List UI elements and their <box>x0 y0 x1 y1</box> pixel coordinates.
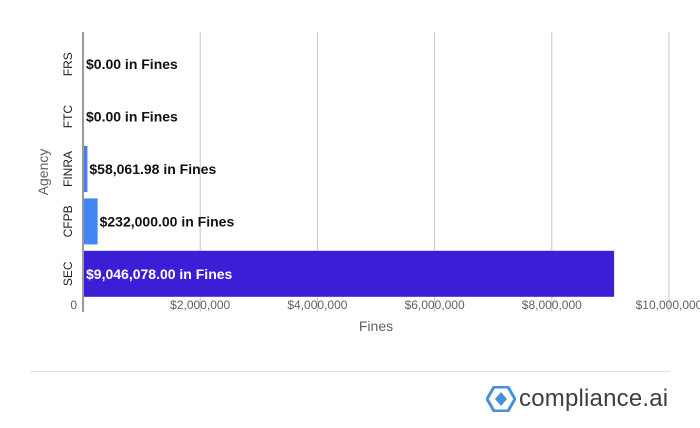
bars <box>84 146 615 297</box>
category-labels: FRS FTC FINRA CFPB SEC <box>61 52 75 286</box>
x-axis-ticks: 0 $2,000,000 $4,000,000 $6,000,000 $8,000,00… <box>70 298 700 312</box>
data-labels: $0.00 in Fines $0.00 in Fines $58,061.98 i… <box>86 56 234 282</box>
compliance-hexagon-icon <box>486 386 516 412</box>
compliance-ai-logo: compliance.ai <box>486 384 668 414</box>
x-tick-label: 0 <box>70 298 77 312</box>
data-label: $58,061.98 in Fines <box>89 161 216 177</box>
y-axis-title: Agency <box>35 149 51 196</box>
data-label: $0.00 in Fines <box>86 109 178 125</box>
data-label: $232,000.00 in Fines <box>100 213 235 229</box>
bar-cfpb <box>84 198 98 245</box>
x-tick-label: $6,000,000 <box>405 298 465 312</box>
data-label: $0.00 in Fines <box>86 56 178 72</box>
x-tick-label: $2,000,000 <box>170 298 230 312</box>
x-tick-label: $10,000,000 <box>636 298 700 312</box>
category-label: FINRA <box>61 151 75 187</box>
bar-sec <box>84 250 615 297</box>
bar-finra <box>84 146 88 192</box>
footer-divider <box>30 371 670 372</box>
brand-name: compliance.ai <box>519 385 669 412</box>
x-tick-label: $4,000,000 <box>287 298 347 312</box>
category-label: FTC <box>61 105 75 129</box>
category-label: SEC <box>61 261 75 286</box>
category-label: FRS <box>61 52 75 76</box>
category-label: CFPB <box>61 205 75 237</box>
fines-by-agency-chart: 0 $2,000,000 $4,000,000 $6,000,000 $8,000,00… <box>35 32 700 334</box>
data-label: $9,046,078.00 in Fines <box>86 266 233 282</box>
x-axis-title: Fines <box>359 318 393 334</box>
x-tick-label: $8,000,000 <box>522 298 582 312</box>
